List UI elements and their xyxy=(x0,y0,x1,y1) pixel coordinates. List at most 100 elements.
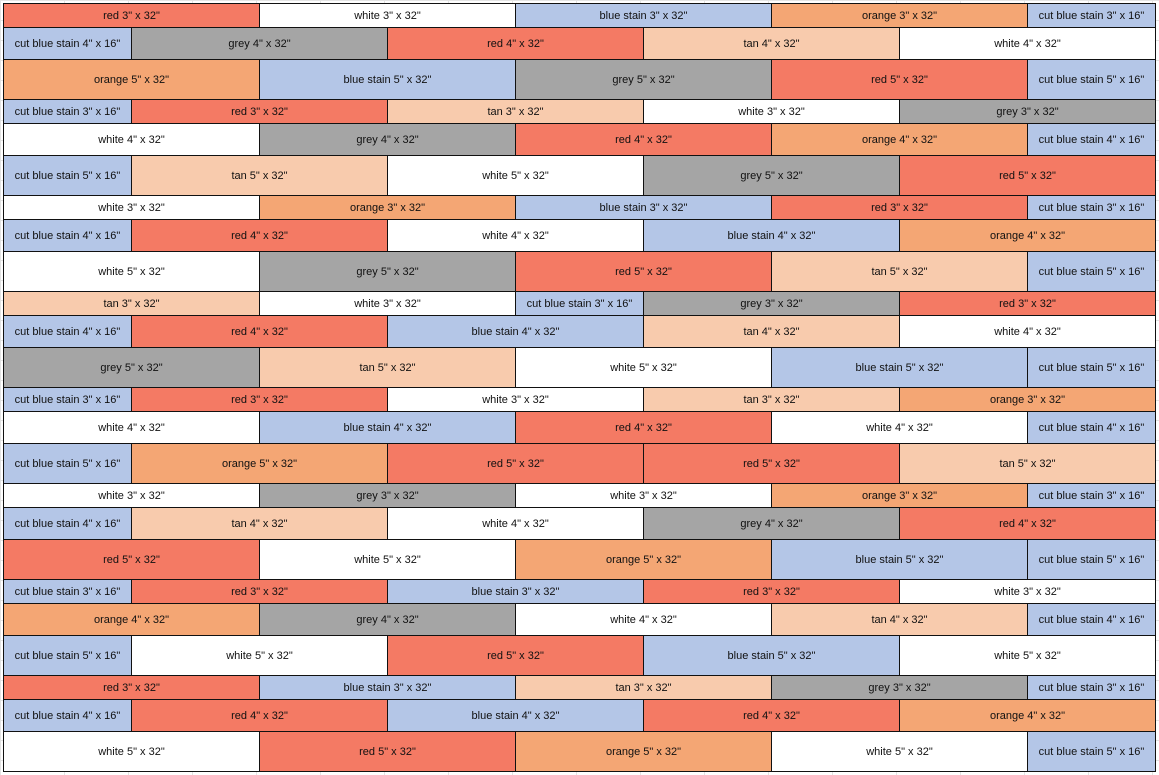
board-cell: red 4" x 32" xyxy=(515,123,772,156)
board-cell: red 3" x 32" xyxy=(131,387,388,412)
board-cell: tan 5" x 32" xyxy=(771,251,1028,292)
board-cell: blue stain 4" x 32" xyxy=(387,315,644,348)
board-cell: blue stain 3" x 32" xyxy=(387,579,644,604)
board-cell: cut blue stain 5" x 16" xyxy=(1027,59,1156,100)
board-cell: grey 5" x 32" xyxy=(259,251,516,292)
board-cell: white 5" x 32" xyxy=(3,731,260,772)
board-cell: grey 4" x 32" xyxy=(643,507,900,540)
board-cell: white 3" x 32" xyxy=(259,291,516,316)
board-cell: red 3" x 32" xyxy=(899,291,1156,316)
board-cell: white 4" x 32" xyxy=(3,411,260,444)
board-cell: red 3" x 32" xyxy=(3,3,260,28)
board-cell: red 4" x 32" xyxy=(387,27,644,60)
board-cell: red 4" x 32" xyxy=(131,315,388,348)
board-cell: cut blue stain 5" x 16" xyxy=(1027,251,1156,292)
board-cell: red 3" x 32" xyxy=(131,99,388,124)
board-cell: cut blue stain 4" x 16" xyxy=(3,699,132,732)
board-cell: grey 5" x 32" xyxy=(515,59,772,100)
board-cell: red 3" x 32" xyxy=(643,579,900,604)
board-cell: white 4" x 32" xyxy=(3,123,260,156)
board-cell: red 5" x 32" xyxy=(515,251,772,292)
board-cell: white 5" x 32" xyxy=(387,155,644,196)
board-cell: white 5" x 32" xyxy=(771,731,1028,772)
board-cell: blue stain 4" x 32" xyxy=(387,699,644,732)
board-cell: orange 3" x 32" xyxy=(259,195,516,220)
board-cell: grey 4" x 32" xyxy=(131,27,388,60)
board-cell: cut blue stain 4" x 16" xyxy=(1027,123,1156,156)
board-cell: cut blue stain 4" x 16" xyxy=(1027,603,1156,636)
board-cell: cut blue stain 5" x 16" xyxy=(3,635,132,676)
board-cell: orange 3" x 32" xyxy=(899,387,1156,412)
board-cell: grey 3" x 32" xyxy=(771,675,1028,700)
board-cell: tan 5" x 32" xyxy=(131,155,388,196)
board-cell: cut blue stain 4" x 16" xyxy=(3,507,132,540)
board-cell: tan 3" x 32" xyxy=(3,291,260,316)
board-cell: red 5" x 32" xyxy=(259,731,516,772)
board-cell: blue stain 3" x 32" xyxy=(515,3,772,28)
board-cell: red 5" x 32" xyxy=(771,59,1028,100)
board-cell: orange 4" x 32" xyxy=(899,699,1156,732)
board-cell: blue stain 5" x 32" xyxy=(771,539,1028,580)
board-cell: tan 3" x 32" xyxy=(643,387,900,412)
board-cell: cut blue stain 5" x 16" xyxy=(1027,731,1156,772)
board-cell: white 4" x 32" xyxy=(387,507,644,540)
board-cell: red 3" x 32" xyxy=(131,579,388,604)
board-cell: white 5" x 32" xyxy=(899,635,1156,676)
board-cell: orange 3" x 32" xyxy=(771,3,1028,28)
board-cell: grey 3" x 32" xyxy=(259,483,516,508)
board-cell: white 3" x 32" xyxy=(3,195,260,220)
board-cell: cut blue stain 3" x 16" xyxy=(3,387,132,412)
board-cell: blue stain 5" x 32" xyxy=(259,59,516,100)
board-cell: cut blue stain 5" x 16" xyxy=(1027,539,1156,580)
board-cell: cut blue stain 3" x 16" xyxy=(1027,675,1156,700)
board-cell: cut blue stain 3" x 16" xyxy=(1027,195,1156,220)
board-cell: tan 3" x 32" xyxy=(387,99,644,124)
board-cell: white 3" x 32" xyxy=(3,483,260,508)
board-cell: red 3" x 32" xyxy=(771,195,1028,220)
board-cell: red 3" x 32" xyxy=(3,675,260,700)
board-cell: white 3" x 32" xyxy=(899,579,1156,604)
board-cell: red 5" x 32" xyxy=(387,635,644,676)
board-cell: grey 3" x 32" xyxy=(643,291,900,316)
board-cell: red 4" x 32" xyxy=(643,699,900,732)
board-cell: white 5" x 32" xyxy=(259,539,516,580)
board-cell: white 3" x 32" xyxy=(259,3,516,28)
board-cell: orange 4" x 32" xyxy=(899,219,1156,252)
board-cell: cut blue stain 4" x 16" xyxy=(3,27,132,60)
board-cell: tan 5" x 32" xyxy=(899,443,1156,484)
board-cell: blue stain 5" x 32" xyxy=(771,347,1028,388)
board-cell: orange 5" x 32" xyxy=(515,731,772,772)
board-cell: tan 4" x 32" xyxy=(643,27,900,60)
board-cell: cut blue stain 4" x 16" xyxy=(3,315,132,348)
board-cell: cut blue stain 3" x 16" xyxy=(515,291,644,316)
board-cell: grey 3" x 32" xyxy=(899,99,1156,124)
board-cell: red 4" x 32" xyxy=(515,411,772,444)
board-cell: white 3" x 32" xyxy=(643,99,900,124)
board-cell: cut blue stain 5" x 16" xyxy=(3,155,132,196)
board-cell: blue stain 4" x 32" xyxy=(259,411,516,444)
board-cell: red 5" x 32" xyxy=(387,443,644,484)
board-cell: white 3" x 32" xyxy=(515,483,772,508)
board-cell: cut blue stain 3" x 16" xyxy=(3,99,132,124)
board-cell: tan 3" x 32" xyxy=(515,675,772,700)
board-cell: blue stain 3" x 32" xyxy=(515,195,772,220)
board-cell: orange 5" x 32" xyxy=(3,59,260,100)
board-cell: cut blue stain 4" x 16" xyxy=(3,219,132,252)
board-cell: tan 4" x 32" xyxy=(643,315,900,348)
board-cell: blue stain 3" x 32" xyxy=(259,675,516,700)
board-cell: grey 4" x 32" xyxy=(259,603,516,636)
board-cell: cut blue stain 5" x 16" xyxy=(1027,347,1156,388)
board-cell: orange 3" x 32" xyxy=(771,483,1028,508)
board-cell: grey 4" x 32" xyxy=(259,123,516,156)
board-cell: orange 4" x 32" xyxy=(771,123,1028,156)
board-cell: cut blue stain 3" x 16" xyxy=(3,579,132,604)
board-cell: white 5" x 32" xyxy=(515,347,772,388)
board-cell: tan 5" x 32" xyxy=(259,347,516,388)
board-cell: white 4" x 32" xyxy=(515,603,772,636)
board-cell: white 4" x 32" xyxy=(899,27,1156,60)
board-cell: white 4" x 32" xyxy=(771,411,1028,444)
board-cell: white 3" x 32" xyxy=(387,387,644,412)
board-cell: orange 4" x 32" xyxy=(3,603,260,636)
board-cell: white 5" x 32" xyxy=(3,251,260,292)
